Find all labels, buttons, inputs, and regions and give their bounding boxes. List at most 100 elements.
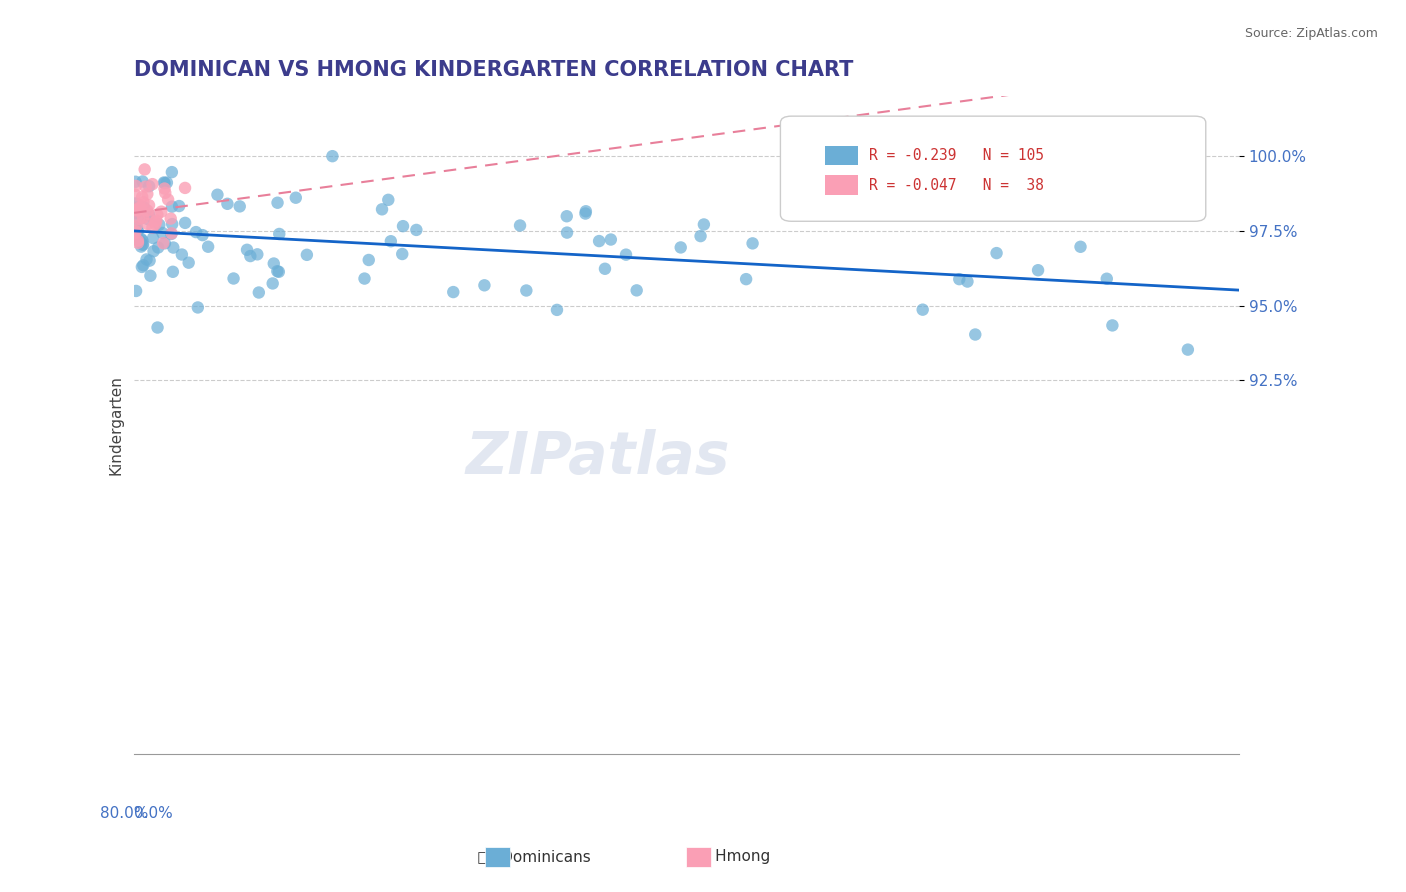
Point xyxy=(441,285,464,299)
Point xyxy=(207,187,229,202)
Point xyxy=(150,204,173,219)
Point xyxy=(269,227,291,241)
Point xyxy=(146,208,169,222)
Point xyxy=(515,284,537,298)
Point xyxy=(142,231,165,245)
Point xyxy=(614,247,637,261)
Point xyxy=(152,236,174,251)
Point xyxy=(948,272,970,286)
Point xyxy=(125,284,148,298)
Text: R = -0.047   N =  38: R = -0.047 N = 38 xyxy=(869,178,1043,193)
Point xyxy=(371,202,394,217)
Y-axis label: Kindergarten: Kindergarten xyxy=(108,375,122,475)
Point xyxy=(132,258,155,272)
Point xyxy=(128,197,150,211)
Point xyxy=(129,239,152,253)
Point xyxy=(132,200,155,214)
Point xyxy=(546,302,568,317)
Text: □  Dominicans: □ Dominicans xyxy=(478,849,591,863)
Point xyxy=(911,302,934,317)
Point xyxy=(239,249,262,263)
Point xyxy=(155,186,177,200)
Point xyxy=(1177,343,1199,357)
Point xyxy=(735,272,758,286)
Text: □  Hmong: □ Hmong xyxy=(692,849,770,863)
Point xyxy=(153,176,176,190)
Point xyxy=(160,227,183,241)
Point xyxy=(148,218,170,232)
Point xyxy=(162,241,184,255)
Point xyxy=(124,187,146,202)
Point xyxy=(129,232,152,246)
Point xyxy=(380,234,402,248)
Point xyxy=(128,212,150,227)
Point xyxy=(267,265,290,279)
Text: DOMINICAN VS HMONG KINDERGARTEN CORRELATION CHART: DOMINICAN VS HMONG KINDERGARTEN CORRELAT… xyxy=(134,60,853,79)
Point xyxy=(574,206,596,220)
Point xyxy=(142,244,165,259)
Text: 0.0%: 0.0% xyxy=(134,806,173,822)
Point xyxy=(134,162,156,177)
Point xyxy=(125,178,148,193)
Point xyxy=(391,247,413,261)
Point xyxy=(174,181,197,195)
Point xyxy=(125,206,148,220)
Point xyxy=(127,235,149,250)
Point xyxy=(124,224,146,238)
Point xyxy=(1095,271,1118,285)
Point xyxy=(669,240,692,254)
Point xyxy=(965,327,987,342)
Point xyxy=(295,248,318,262)
Point xyxy=(184,225,207,239)
Point xyxy=(191,228,214,243)
Point xyxy=(128,201,150,215)
Point xyxy=(127,203,149,218)
Point xyxy=(405,223,427,237)
Point xyxy=(138,179,160,194)
Point xyxy=(143,217,166,231)
Point xyxy=(956,275,979,289)
Point xyxy=(156,176,179,190)
Point xyxy=(145,213,167,227)
Point xyxy=(474,278,496,293)
Point xyxy=(125,201,148,215)
Point xyxy=(575,204,598,219)
Point xyxy=(153,181,176,195)
Text: R = -0.239   N = 105: R = -0.239 N = 105 xyxy=(869,148,1043,163)
Point xyxy=(136,206,159,220)
Point xyxy=(132,237,155,252)
Point xyxy=(141,220,163,235)
Point xyxy=(263,256,285,270)
Point xyxy=(139,268,162,283)
Point xyxy=(131,234,153,248)
Point xyxy=(246,247,269,261)
Text: Source: ZipAtlas.com: Source: ZipAtlas.com xyxy=(1244,27,1378,40)
Point xyxy=(160,227,183,241)
Point xyxy=(127,234,149,248)
Point xyxy=(377,193,399,207)
Point xyxy=(124,226,146,240)
Point xyxy=(124,196,146,211)
Point xyxy=(138,253,160,268)
Point xyxy=(127,224,149,238)
Point xyxy=(127,234,149,248)
Point xyxy=(357,252,380,267)
Point xyxy=(136,217,159,231)
Point xyxy=(1070,240,1092,254)
Point xyxy=(125,220,148,235)
Bar xyxy=(824,176,858,195)
Point xyxy=(217,196,239,211)
Point xyxy=(146,240,169,254)
Point xyxy=(986,246,1008,260)
Point xyxy=(162,265,184,279)
Point xyxy=(266,264,288,278)
Point xyxy=(129,235,152,249)
Point xyxy=(392,219,415,234)
Point xyxy=(321,149,343,163)
Point xyxy=(143,215,166,229)
Point xyxy=(125,203,148,218)
Point xyxy=(849,173,872,187)
Point xyxy=(153,176,176,190)
Text: 80.0%: 80.0% xyxy=(100,806,148,822)
Point xyxy=(159,211,181,226)
